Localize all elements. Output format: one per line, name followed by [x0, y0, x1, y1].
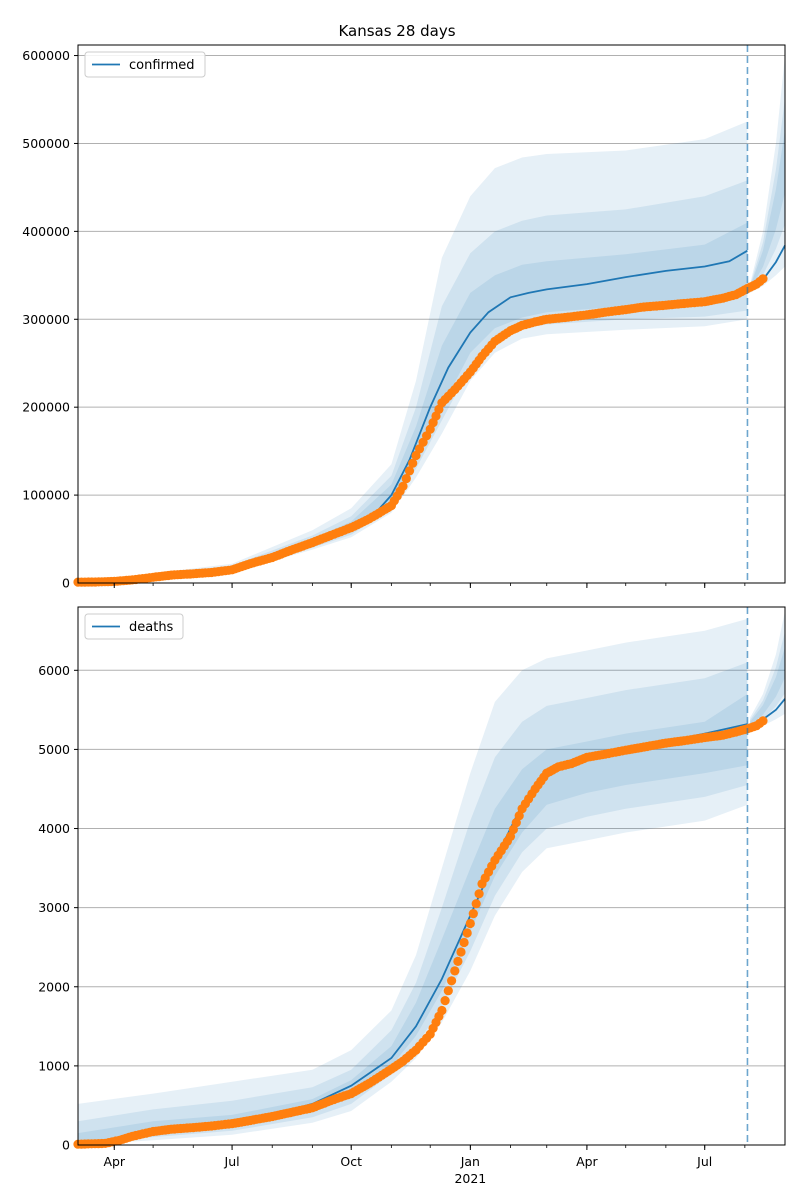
observed-point: [404, 466, 415, 476]
forecast-band: [750, 611, 785, 730]
forecast-band: [750, 631, 785, 728]
y-tick-label: 400000: [22, 224, 70, 239]
legend-label: deaths: [129, 620, 174, 635]
legend-label: confirmed: [129, 58, 195, 73]
observed-point: [465, 918, 475, 929]
observed-point: [505, 831, 516, 842]
observed-point: [468, 909, 478, 919]
legend-box: [84, 613, 184, 640]
uncertainty-band: [78, 222, 748, 583]
deaths-panel: 0 1000 2000 3000 4000 5000 6000 deaths: [38, 606, 786, 1153]
x-tick-year-label: 2021: [454, 1171, 486, 1186]
y-tick-label: 300000: [22, 312, 70, 327]
x-tick-label: Jan: [460, 1154, 480, 1169]
x-axis: Apr Jul Oct Jan 2021 Apr Jul: [103, 1154, 712, 1186]
forecast-band: [750, 647, 785, 726]
uncertainty-band: [78, 662, 748, 1145]
observed-point: [447, 976, 457, 986]
observed-point: [450, 966, 460, 976]
confirmed-panel: 0 100000 200000 300000 400000 500000 600000 con…: [22, 44, 786, 591]
uncertainty-band: [78, 618, 748, 1145]
observed-point: [443, 986, 453, 996]
y-tick-label: 6000: [38, 663, 70, 678]
observed-point: [471, 899, 481, 909]
uncertainty-band: [78, 121, 748, 583]
axes-frame: [77, 44, 786, 584]
y-tick-label: 100000: [22, 488, 70, 503]
observed-point: [758, 716, 768, 726]
observed-point: [514, 811, 524, 821]
y-tick-label: 0: [62, 576, 70, 591]
axes-frame: [77, 606, 786, 1146]
chart-title: Kansas 28 days: [338, 22, 455, 40]
observed-point: [459, 937, 469, 948]
uncertainty-band: [78, 180, 748, 583]
y-tick-label: 500000: [22, 136, 70, 151]
y-tick-label: 1000: [38, 1058, 70, 1073]
legend-box: [84, 51, 206, 78]
forecast-band: [750, 55, 785, 293]
observed-point: [408, 458, 418, 468]
observed-point: [462, 928, 472, 938]
observed-point: [453, 956, 463, 967]
x-tick-label: Apr: [103, 1154, 125, 1169]
observed-point: [511, 818, 521, 828]
x-tick-label: Jul: [696, 1154, 712, 1169]
observed-point: [508, 824, 518, 835]
legend: deaths: [84, 613, 184, 640]
observed-point: [758, 274, 768, 284]
observed-point: [474, 889, 484, 899]
uncertainty-band: [78, 694, 748, 1145]
y-tick-label: 3000: [38, 900, 70, 915]
observed-point: [440, 996, 450, 1006]
y-tick-label: 2000: [38, 979, 70, 994]
legend: confirmed: [84, 51, 206, 78]
forecast-band: [750, 129, 785, 290]
y-tick-label: 600000: [22, 48, 70, 63]
x-tick-label: Jul: [224, 1154, 240, 1169]
forecast-band: [750, 97, 785, 292]
y-tick-label: 0: [62, 1138, 70, 1153]
y-tick-label: 200000: [22, 400, 70, 415]
observed-point: [456, 947, 466, 957]
y-tick-label: 4000: [38, 821, 70, 836]
observed-point: [398, 481, 408, 491]
y-tick-label: 5000: [38, 742, 70, 757]
observed-point: [437, 1005, 447, 1016]
observed-point: [401, 474, 411, 484]
x-tick-label: Apr: [576, 1154, 598, 1169]
x-tick-label: Oct: [340, 1154, 362, 1169]
